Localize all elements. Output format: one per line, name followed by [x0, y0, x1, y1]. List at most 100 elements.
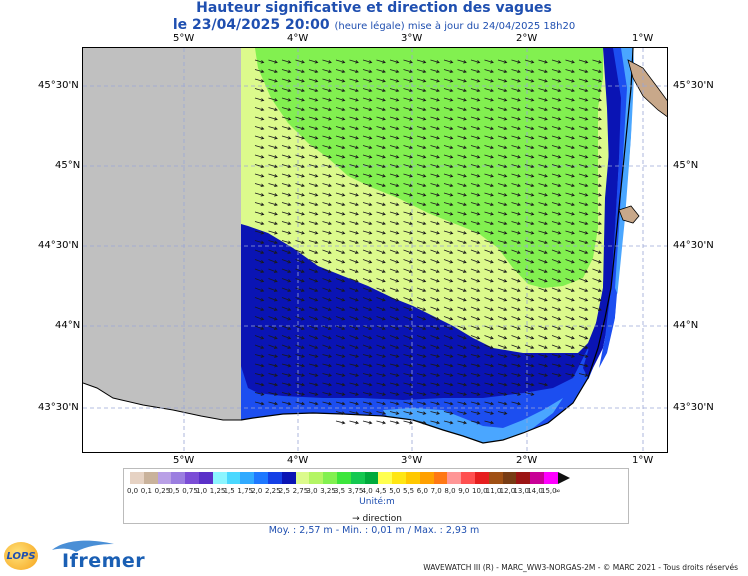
wave-arrow [565, 97, 575, 102]
wave-arrow [538, 249, 548, 254]
wave-arrow [349, 335, 359, 340]
wave-arrow [268, 78, 278, 83]
wave-arrow [389, 401, 400, 406]
wave-arrow [362, 69, 373, 73]
wave-arrow [484, 354, 495, 358]
wave-arrow [497, 230, 508, 235]
wave-arrow [376, 297, 386, 302]
wave-arrow [497, 88, 508, 92]
wave-arrow [281, 287, 292, 292]
wave-arrow [511, 354, 522, 358]
wave-arrow [376, 392, 387, 396]
wave-arrow [295, 154, 305, 159]
wave-arrow [511, 192, 521, 197]
wave-arrow [403, 69, 413, 73]
wave-map[interactable] [82, 47, 668, 453]
wave-arrow [443, 230, 454, 235]
wave-arrow [578, 145, 589, 149]
wave-arrow [335, 59, 346, 64]
wave-arrow [254, 173, 265, 178]
wave-arrow [349, 126, 359, 130]
wave-arrow [335, 354, 346, 358]
wave-arrow [389, 116, 400, 121]
wave-arrow [484, 420, 495, 425]
wave-arrow [511, 401, 522, 406]
wave-arrow [389, 259, 400, 264]
blue-coastal-band [241, 348, 593, 446]
legend-swatch [350, 472, 365, 484]
wave-arrow [551, 78, 562, 83]
wave-arrow [578, 278, 589, 283]
legend-swatch [212, 472, 227, 484]
wave-arrow [538, 221, 548, 225]
wave-arrow [470, 335, 481, 340]
wave-arrow [322, 211, 332, 216]
wave-arrow [389, 268, 400, 273]
wave-arrow [389, 278, 400, 283]
wave-arrow [403, 126, 413, 130]
wave-arrow [254, 202, 265, 206]
wave-arrow [592, 164, 602, 168]
wave-arrow [349, 268, 359, 273]
wave-arrow [416, 69, 427, 73]
wave-arrow [457, 268, 467, 273]
wave-arrow [565, 287, 575, 292]
wave-arrow [362, 344, 373, 349]
wave-arrow [511, 211, 521, 216]
wave-arrow [524, 221, 535, 225]
wave-arrow [403, 335, 413, 340]
legend-value-label: 0,25 [154, 487, 171, 495]
legend-value-label: 0,0 [127, 487, 139, 495]
wave-arrow [322, 306, 332, 311]
wave-arrow [457, 240, 467, 244]
lops-logo: LOPS [4, 542, 38, 570]
wave-arrow [565, 268, 575, 273]
wave-arrow [254, 373, 265, 377]
wave-arrow [403, 278, 413, 283]
wave-arrow [497, 202, 508, 206]
wave-arrow [322, 325, 332, 330]
wave-arrow [430, 240, 440, 244]
wave-arrow [416, 202, 427, 206]
wave-arrow [389, 344, 400, 349]
wave-arrow [511, 154, 521, 159]
wave-arrow [551, 306, 562, 311]
wave-arrow [565, 88, 575, 92]
wave-arrow [578, 344, 589, 349]
lat-label-left-4530: 45°30'N [38, 80, 79, 91]
wave-arrow [484, 116, 494, 121]
legend-swatch [254, 472, 268, 484]
wave-arrow [322, 107, 332, 111]
wave-arrow [403, 78, 413, 83]
wave-arrow [484, 230, 494, 235]
wave-arrow [538, 259, 548, 264]
wave-arrow [551, 240, 562, 244]
wave-arrow [443, 145, 454, 149]
wave-arrow [349, 382, 360, 387]
wave-arrow [551, 230, 562, 235]
wave-arrow [335, 316, 346, 321]
wave-arrow [322, 278, 332, 283]
wave-arrow [484, 78, 494, 83]
lat-label-left-44: 44°N [55, 320, 81, 331]
lon-label-top-5w: 5°W [173, 33, 195, 44]
legend-value-label: 5,5 [403, 487, 415, 495]
wave-arrow [322, 69, 332, 73]
legend-swatch [295, 472, 310, 484]
wave-arrow [416, 306, 427, 311]
wave-arrow [484, 59, 494, 64]
wave-arrow [281, 259, 292, 264]
wave-arrow [389, 211, 400, 216]
wave-arrow [268, 154, 278, 159]
wave-arrow [281, 211, 292, 216]
wave-arrow [254, 154, 265, 159]
wave-arrow [551, 325, 562, 330]
wave-arrow [592, 297, 602, 302]
wave-arrow [538, 363, 549, 368]
wave-arrow [389, 411, 400, 415]
wave-arrow [484, 325, 494, 330]
wave-arrow [538, 316, 548, 321]
wave-arrow [281, 297, 292, 302]
wave-arrow [484, 88, 494, 92]
wave-arrow [551, 373, 562, 377]
